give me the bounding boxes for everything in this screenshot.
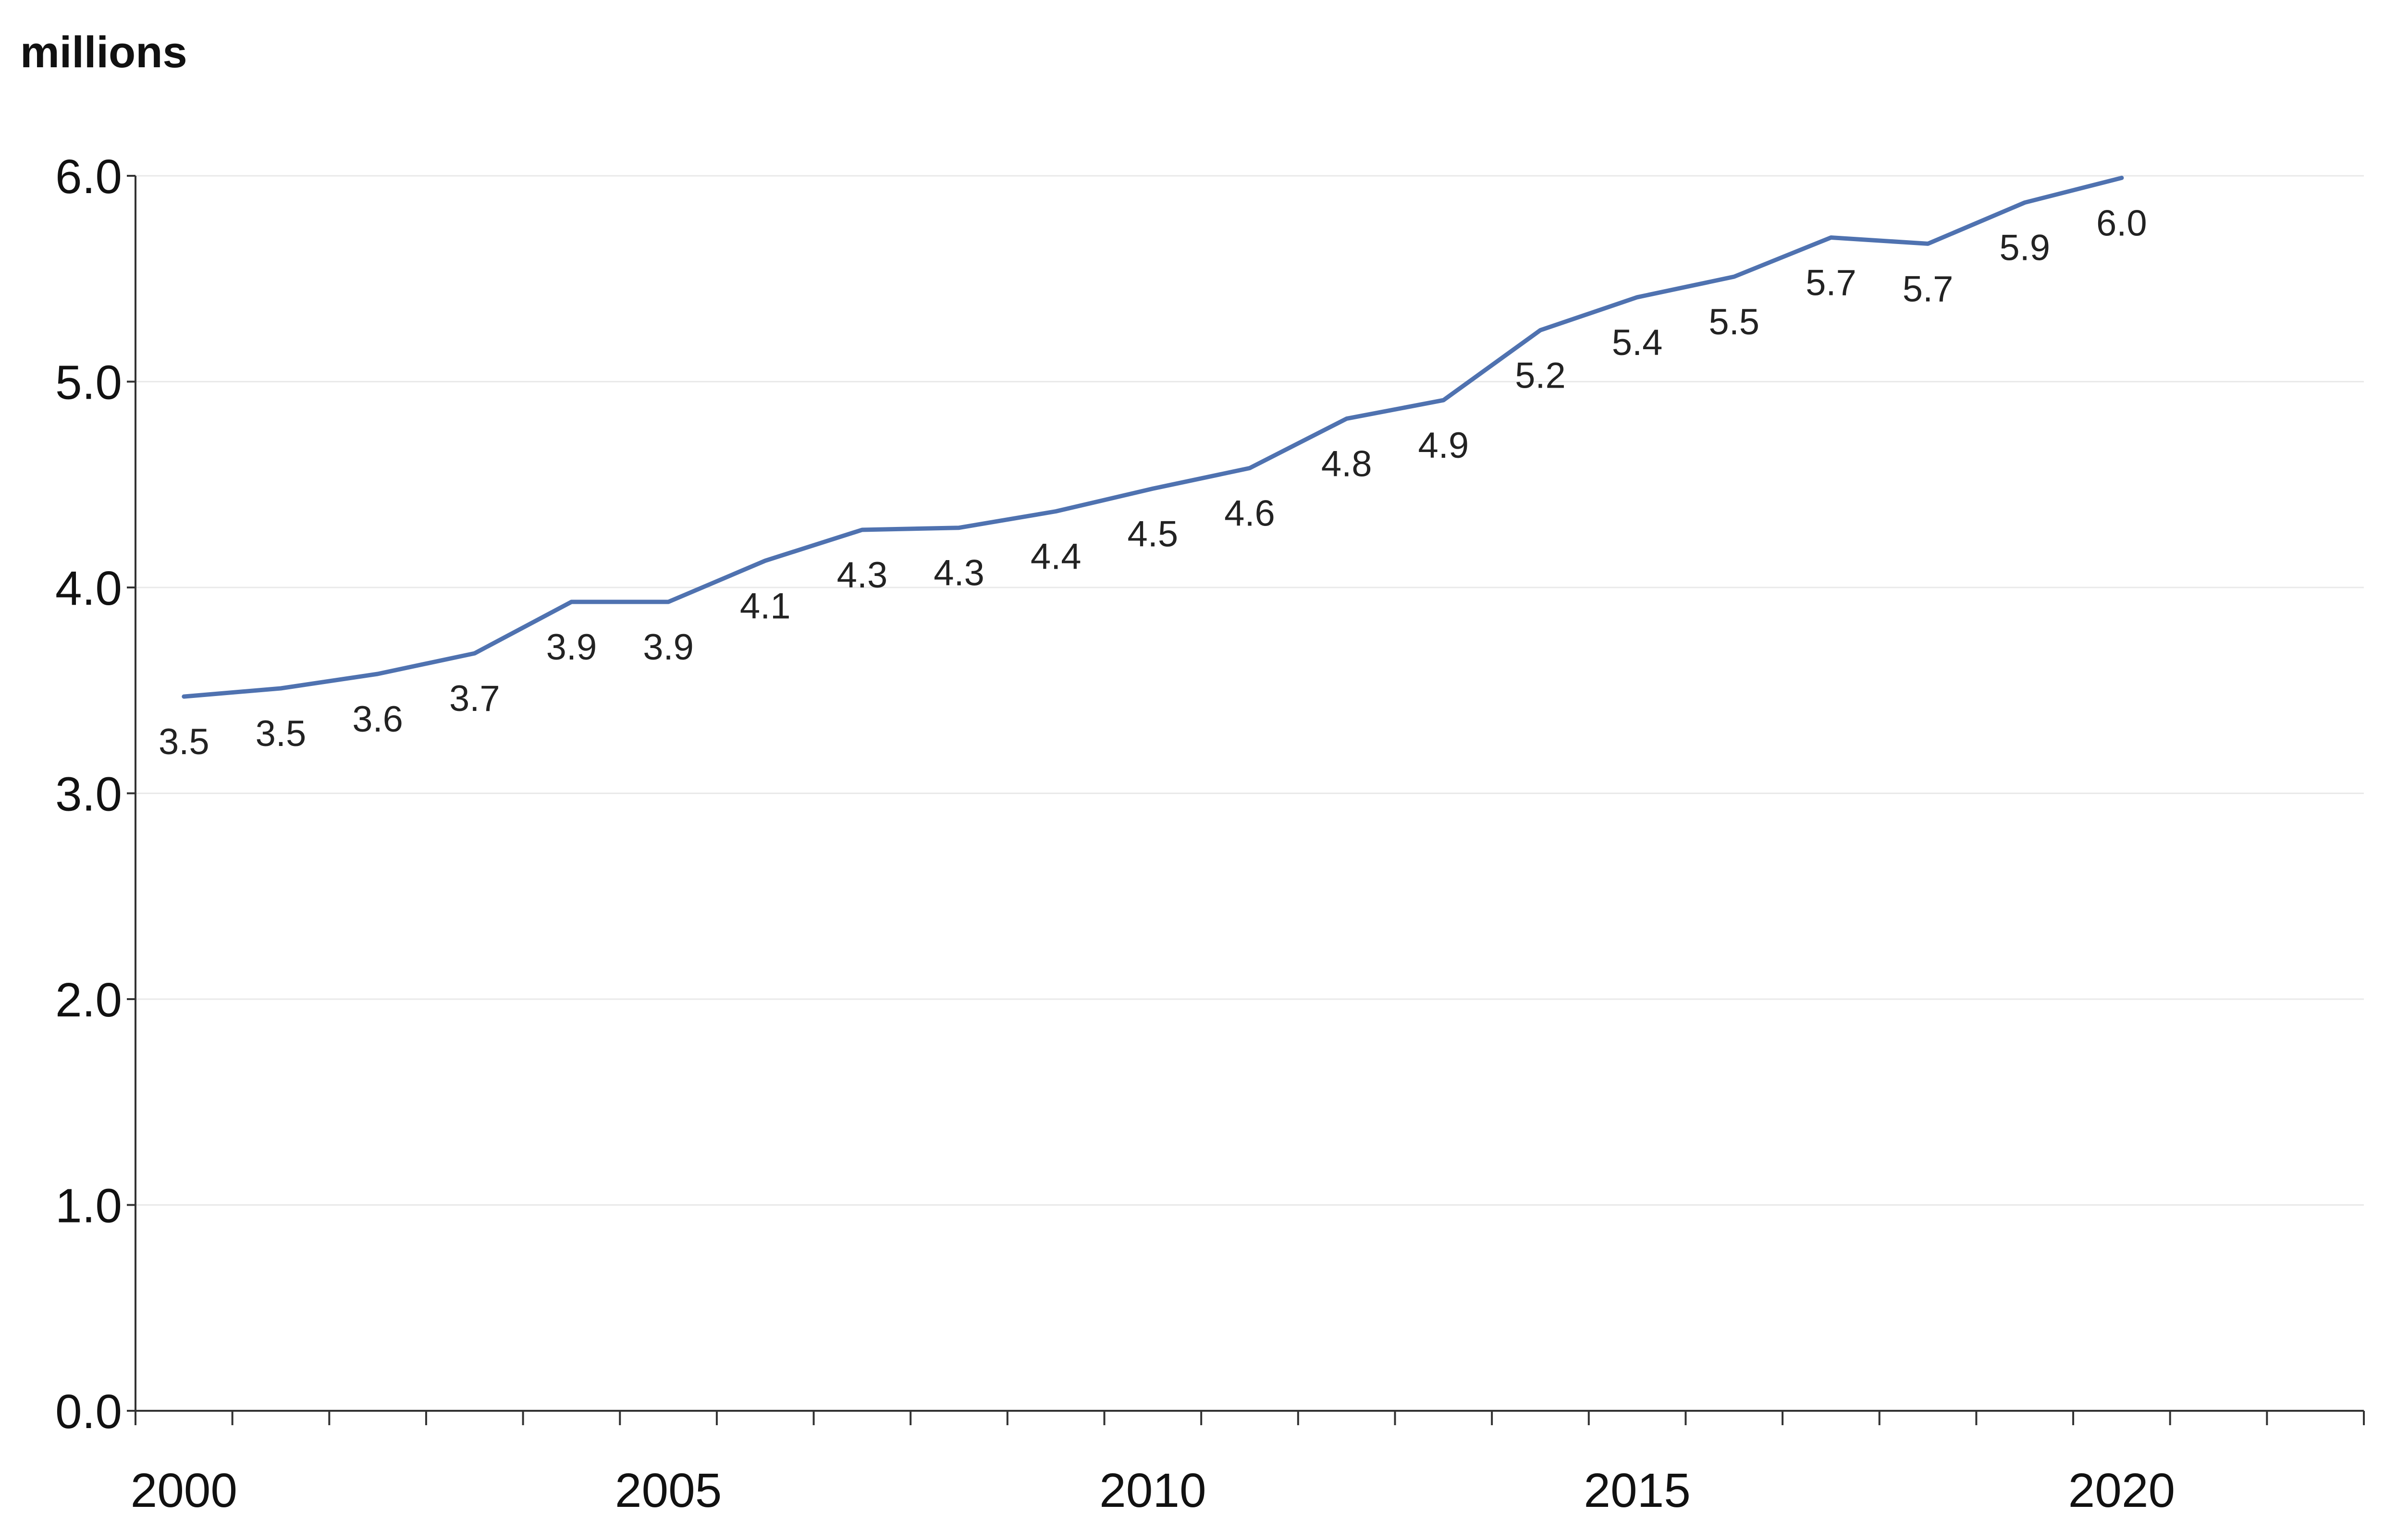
data-label: 4.3 [934,553,984,594]
data-point [860,528,864,532]
y-tick-label: 4.0 [55,562,122,615]
axes [127,175,2365,1425]
data-point [1538,329,1542,332]
data-label: 4.8 [1321,444,1372,485]
data-label: 5.2 [1515,355,1566,396]
data-point [2023,201,2027,204]
data-label: 4.5 [1128,513,1179,554]
data-point [570,600,573,603]
data-point [2120,176,2123,180]
data-point [667,600,670,603]
y-axis-ticks: 0.0 1.0 2.0 3.0 4.0 5.0 6.0 [55,150,122,1439]
data-point [1635,295,1639,299]
series-line [182,175,2124,699]
x-tick-label: 2000 [131,1464,237,1517]
data-label: 3.7 [449,678,500,719]
data-point [376,672,380,675]
y-axis-unit-label: millions [20,28,187,77]
data-label: 6.0 [2096,203,2147,244]
x-tick-label: 2020 [2068,1464,2175,1517]
y-tick-label: 3.0 [55,768,122,821]
gridlines [135,175,2364,1206]
data-point [1248,466,1251,470]
series-group [182,175,2124,699]
data-point [1442,399,1445,402]
x-tick-label: 2015 [1584,1464,1690,1517]
data-point [1345,417,1348,420]
y-tick-label: 0.0 [55,1385,122,1439]
data-point [279,686,283,690]
data-label: 4.9 [1418,425,1469,466]
y-tick-label: 1.0 [55,1179,122,1233]
data-label: 5.9 [1999,228,2050,269]
data-label: 3.5 [159,721,209,762]
data-label: 3.9 [546,627,597,668]
data-label: 5.7 [1903,269,1954,309]
data-label: 5.5 [1709,302,1759,342]
data-label: 4.4 [1031,536,1082,577]
y-tick-label: 2.0 [55,973,122,1027]
data-point [1829,236,1832,239]
data-point [1733,275,1736,278]
data-label: 4.6 [1224,493,1275,534]
y-tick-label: 5.0 [55,356,122,410]
data-point [958,526,961,529]
data-label: 3.9 [643,627,694,668]
data-point [1151,487,1155,490]
data-point [182,695,185,698]
x-tick-label: 2010 [1099,1464,1206,1517]
data-label: 3.6 [352,699,403,740]
y-tick-label: 6.0 [55,150,122,204]
data-label: 3.5 [256,713,307,754]
x-axis-ticks: 2000 2005 2010 2015 2020 [131,1464,2176,1517]
data-label: 4.1 [740,586,791,626]
data-label: 5.7 [1806,263,1856,304]
data-label: 4.3 [837,555,888,596]
data-point [763,559,767,562]
data-labels: 3.5 3.5 3.6 3.7 3.9 3.9 4.1 4.3 4.3 4.4 4.5 4.6 4.8 4… [159,203,2147,762]
data-point [1054,510,1057,513]
data-label: 5.4 [1612,322,1663,363]
data-point [1926,242,1930,245]
data-point [473,652,476,655]
x-tick-label: 2005 [615,1464,722,1517]
